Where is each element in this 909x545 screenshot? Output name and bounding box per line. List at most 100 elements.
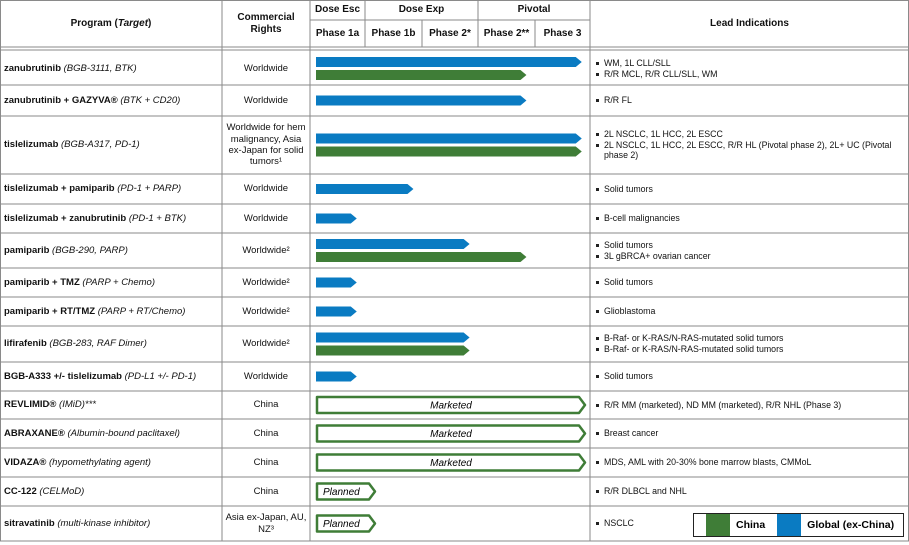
phase-bar	[316, 239, 470, 249]
rights-cell: Worldwide for hem malignancy, Asia ex-Ja…	[222, 116, 310, 174]
program-name: ABRAXANE®	[4, 427, 65, 439]
program-target: (BGB-290, PARP)	[52, 244, 128, 256]
header-cell: Lead Indications	[590, 0, 909, 47]
program-name: tislelizumab + zanubrutinib	[4, 212, 127, 224]
program-target: (PD-1 + BTK)	[128, 212, 187, 224]
rights-cell: China	[222, 419, 310, 448]
program-target: (CELMoD)	[39, 485, 85, 497]
rights: China	[253, 399, 279, 411]
program-cell: BGB-A333 +/- tislelizumab (PD-L1 +/- PD-…	[0, 362, 222, 391]
phase-bar	[316, 57, 582, 67]
header-cell: Phase 1a	[310, 20, 365, 47]
program-label: VIDAZA® (hypomethylating agent)	[4, 457, 151, 468]
indications-cell: Solid tumors	[590, 174, 909, 204]
header-text: Program (	[70, 17, 118, 29]
header-cell: Phase 2*	[422, 20, 478, 47]
phase-bar	[316, 146, 582, 157]
indication: R/R FL	[596, 95, 632, 106]
program-name: VIDAZA®	[4, 456, 47, 468]
header-cell: Phase 3	[535, 20, 590, 47]
rights-cell: Worldwide	[222, 52, 310, 85]
legend: China Global (ex-China)	[693, 513, 904, 537]
status-label: Planned	[323, 487, 360, 498]
indication: Solid tumors	[596, 277, 653, 288]
indication: R/R MCL, R/R CLL/SLL, WM	[596, 69, 717, 80]
phase-label: Phase 1a	[315, 27, 360, 39]
program-label: zanubrutinib + GAZYVA® (BTK + CD20)	[4, 95, 180, 106]
rights: Worldwide	[243, 212, 289, 224]
legend-label: China	[736, 519, 766, 531]
rights: Worldwide	[243, 94, 289, 106]
indication: Glioblastoma	[596, 306, 655, 317]
header-text: )	[148, 17, 152, 29]
program-label: tislelizumab (BGB-A317, PD-1)	[4, 139, 140, 150]
program-target: (hypomethylating agent)	[49, 456, 151, 468]
indications-cell: Solid tumors	[590, 362, 909, 391]
phase-bar	[316, 133, 582, 144]
rights-cell: China	[222, 448, 310, 477]
phase-bar	[316, 306, 357, 317]
program-name: pamiparib + RT/TMZ	[4, 305, 96, 317]
header-cell: Phase 2**	[478, 20, 535, 47]
program-name: tislelizumab + pamiparib	[4, 183, 115, 195]
program-cell: sitravatinib (multi-kinase inhibitor)	[0, 506, 222, 541]
indications-cell: NSCLC	[590, 506, 909, 541]
program-cell: REVLIMID® (IMiD)***	[0, 391, 222, 419]
rights-cell: China	[222, 477, 310, 506]
program-target: (BGB-A317, PD-1)	[61, 139, 140, 151]
program-name: lifirafenib	[4, 338, 47, 350]
program-name: zanubrutinib	[4, 62, 61, 74]
indication: R/R MM (marketed), ND MM (marketed), R/R…	[596, 400, 841, 411]
program-name: pamiparib	[4, 244, 50, 256]
program-target: (PD-L1 +/- PD-1)	[124, 370, 197, 382]
rights-cell: Worldwide²	[222, 233, 310, 268]
indication: NSCLC	[596, 518, 634, 529]
status-box	[315, 453, 587, 472]
program-cell: tislelizumab + zanubrutinib (PD-1 + BTK)	[0, 204, 222, 233]
header-rights: Commercial Rights	[237, 11, 295, 35]
program-label: BGB-A333 +/- tislelizumab (PD-L1 +/- PD-…	[4, 371, 196, 382]
program-target: (multi-kinase inhibitor)	[57, 517, 151, 529]
phase-group: Pivotal	[517, 4, 551, 15]
status-box	[315, 395, 587, 415]
indications-cell: Solid tumors 3L gBRCA+ ovarian cancer	[590, 233, 909, 268]
program-cell: pamiparib + TMZ (PARP + Chemo)	[0, 268, 222, 297]
phase-bar	[316, 184, 414, 194]
indication: Solid tumors	[596, 371, 653, 382]
phase-label: Phase 2**	[483, 27, 530, 39]
rights-cell: Worldwide²	[222, 268, 310, 297]
program-label: pamiparib + TMZ (PARP + Chemo)	[4, 277, 155, 288]
phase-bar	[316, 277, 357, 288]
phase-group: Dose Esc	[314, 4, 361, 15]
header-cell: Commercial Rights	[222, 0, 310, 47]
phase-bar	[316, 213, 357, 224]
program-target: (IMiD)***	[59, 399, 96, 411]
status-label: Marketed	[430, 401, 472, 412]
program-label: ABRAXANE® (Albumin-bound paclitaxel)	[4, 428, 180, 439]
indications-cell: 2L NSCLC, 1L HCC, 2L ESCC 2L NSCLC, 1L HC…	[590, 116, 909, 174]
program-cell: pamiparib + RT/TMZ (PARP + RT/Chemo)	[0, 297, 222, 326]
program-cell: pamiparib (BGB-290, PARP)	[0, 233, 222, 268]
indications-cell: MDS, AML with 20-30% bone marrow blasts,…	[590, 448, 909, 477]
indications-cell: WM, 1L CLL/SLL R/R MCL, R/R CLL/SLL, WM	[590, 52, 909, 85]
rights: Worldwide for hem malignancy, Asia ex-Ja…	[226, 122, 306, 168]
program-label: CC-122 (CELMoD)	[4, 486, 84, 497]
rights: Worldwide	[243, 183, 289, 195]
phase-bar	[316, 95, 527, 106]
indication: Solid tumors	[596, 184, 653, 195]
indication: R/R DLBCL and NHL	[596, 486, 687, 497]
phase-bar	[316, 345, 470, 356]
program-name: pamiparib + TMZ	[4, 276, 80, 288]
indication: 2L NSCLC, 1L HCC, 2L ESCC, R/R HL (Pivot…	[596, 140, 909, 161]
program-cell: ABRAXANE® (Albumin-bound paclitaxel)	[0, 419, 222, 448]
indication: WM, 1L CLL/SLL	[596, 58, 671, 69]
phase-label: Phase 2*	[429, 27, 471, 39]
phase-group: Dose Exp	[398, 4, 445, 15]
program-target: (PD-1 + PARP)	[117, 183, 182, 195]
program-name: REVLIMID®	[4, 399, 57, 411]
rights: China	[253, 427, 279, 439]
header-text: Target	[117, 17, 149, 29]
rights: Worldwide	[243, 62, 289, 74]
status-box	[315, 424, 587, 443]
